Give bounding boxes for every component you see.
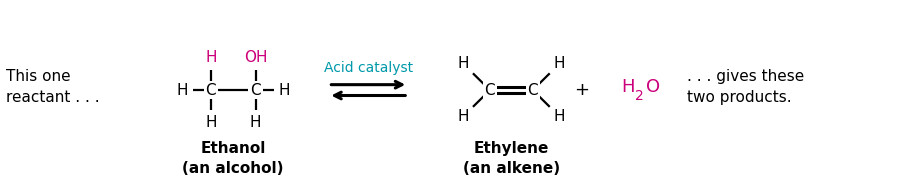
Text: OH: OH — [244, 50, 268, 65]
Text: C: C — [484, 83, 495, 98]
Text: H: H — [279, 83, 290, 98]
Text: This one
reactant . . .: This one reactant . . . — [6, 69, 100, 105]
Text: C: C — [527, 83, 538, 98]
Text: H: H — [205, 115, 216, 130]
Text: 2: 2 — [635, 89, 645, 103]
Text: Ethylene
(an alkene): Ethylene (an alkene) — [463, 141, 560, 176]
Text: C: C — [205, 83, 216, 98]
Text: C: C — [205, 83, 216, 98]
Text: H: H — [249, 115, 261, 130]
Text: H: H — [176, 83, 188, 98]
Text: H: H — [205, 50, 216, 65]
Text: . . . gives these
two products.: . . . gives these two products. — [688, 69, 804, 105]
Text: H: H — [622, 78, 635, 96]
Text: H: H — [458, 109, 469, 124]
Text: Acid catalyst: Acid catalyst — [324, 61, 413, 75]
Text: +: + — [574, 81, 589, 99]
Text: C: C — [250, 83, 261, 98]
Text: H: H — [554, 56, 565, 71]
Text: H: H — [458, 56, 469, 71]
Text: Ethanol
(an alcohol): Ethanol (an alcohol) — [182, 141, 284, 176]
Text: H: H — [554, 109, 565, 124]
Text: O: O — [646, 78, 660, 96]
